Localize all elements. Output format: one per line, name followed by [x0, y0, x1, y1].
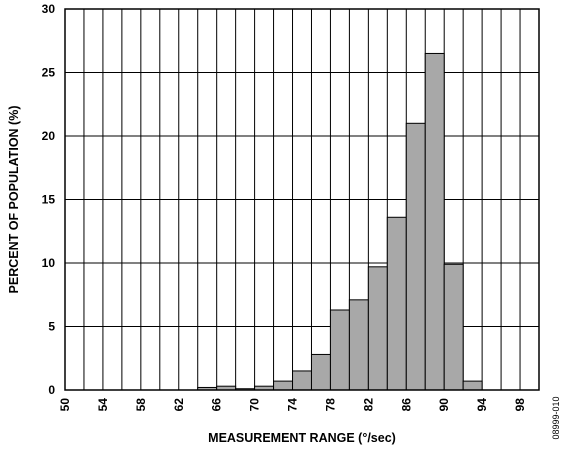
x-tick-label: 94: [475, 398, 489, 412]
x-tick-label: 82: [361, 398, 375, 412]
y-axis-title: PERCENT OF POPULATION (%): [7, 106, 21, 294]
x-tick-labels: 50 54 58 62 66 70 74 78 82 86 90 94 98: [58, 398, 527, 412]
x-tick-label: 78: [323, 398, 337, 412]
bar: [310, 353, 331, 391]
bar: [348, 299, 369, 391]
bar: [386, 216, 407, 391]
x-tick-label: 86: [399, 398, 413, 412]
x-tick-label: 74: [286, 398, 300, 412]
y-tick-label: 25: [42, 66, 56, 80]
bar: [273, 380, 294, 391]
grid-lines: [65, 9, 539, 390]
bar: [367, 266, 388, 391]
x-tick-label: 62: [172, 398, 186, 412]
x-tick-label: 98: [513, 398, 527, 412]
bar: [462, 380, 483, 391]
figure-id: 08999-010: [551, 396, 561, 439]
y-tick-label: 15: [42, 193, 56, 207]
bar: [405, 122, 426, 391]
y-tick-label: 0: [48, 383, 55, 397]
bar: [443, 263, 464, 391]
x-tick-label: 54: [96, 398, 110, 412]
bar: [329, 309, 350, 391]
y-tick-label: 5: [48, 320, 55, 334]
bar: [292, 370, 312, 391]
y-tick-label: 30: [42, 2, 56, 16]
y-tick-label: 20: [42, 129, 56, 143]
plot-frame: [64, 8, 540, 391]
x-tick-label: 70: [248, 398, 262, 412]
x-tick-label: 90: [437, 398, 451, 412]
y-tick-label: 10: [42, 256, 56, 270]
y-tick-labels: 0 5 10 15 20 25 30: [42, 2, 56, 397]
x-tick-label: 50: [58, 398, 72, 412]
x-axis-title: MEASUREMENT RANGE (°/sec): [208, 431, 396, 445]
x-tick-label: 66: [210, 398, 224, 412]
bars: [197, 52, 483, 391]
bar: [424, 52, 445, 391]
x-tick-label: 58: [134, 398, 148, 412]
